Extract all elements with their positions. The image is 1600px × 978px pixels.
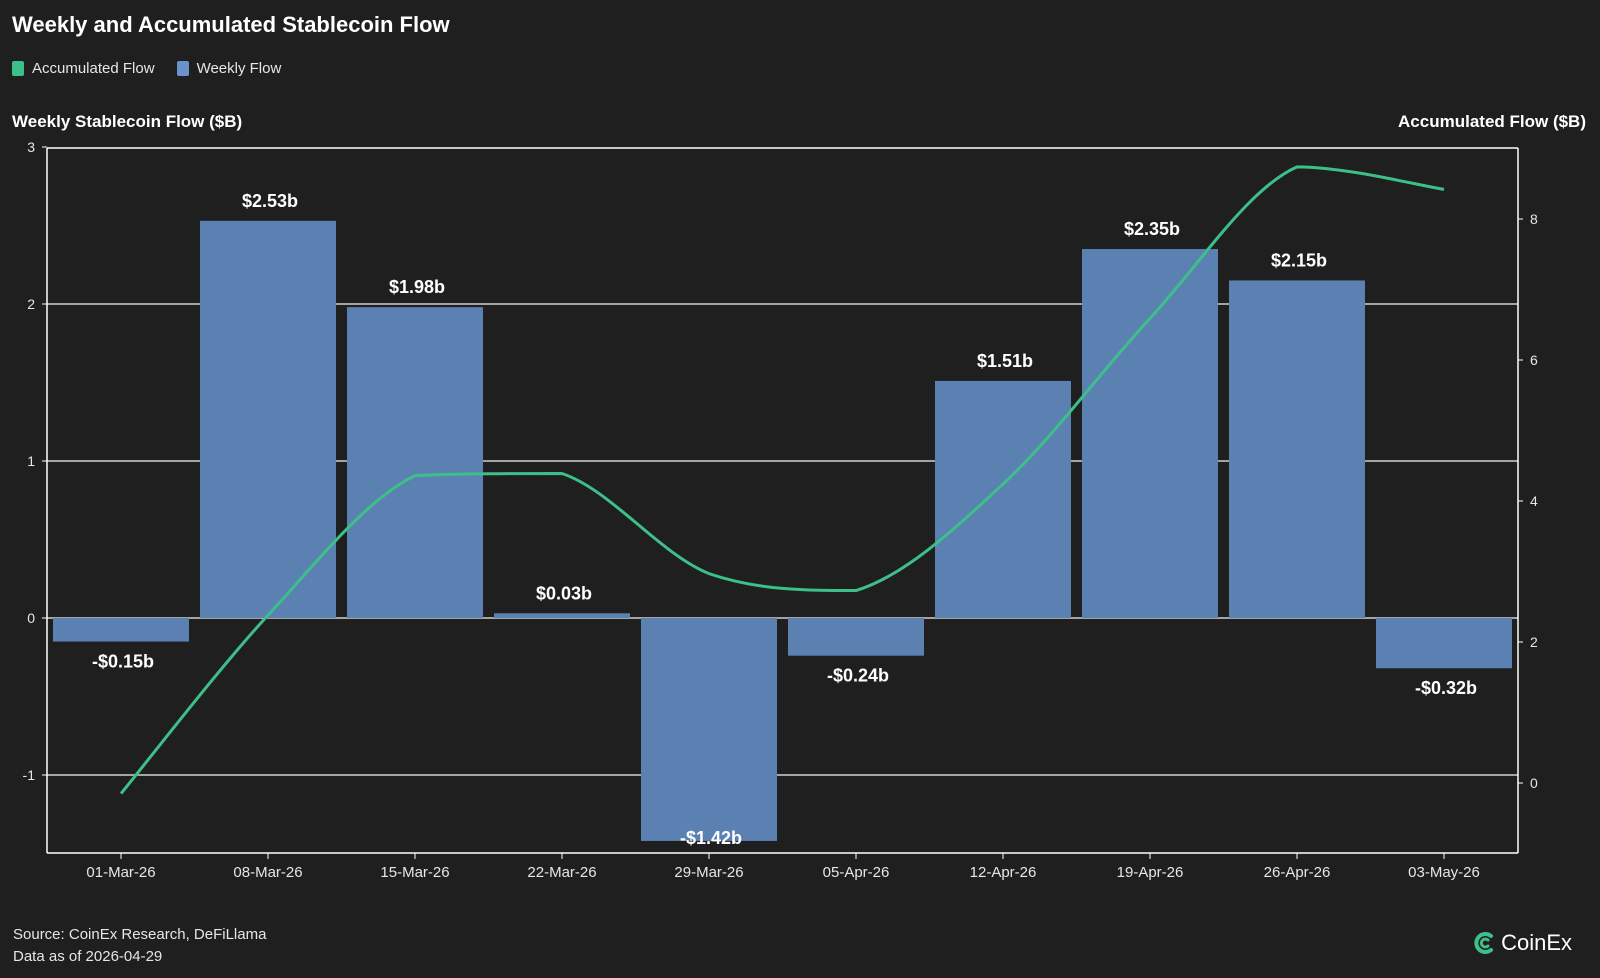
- coinex-logo-icon: [1474, 932, 1494, 954]
- left-axis-tick-label: -1: [23, 767, 36, 783]
- bar[interactable]: [1229, 280, 1365, 618]
- bar-value-label: $2.15b: [1271, 250, 1327, 270]
- bar[interactable]: [494, 613, 630, 618]
- x-axis-tick-label: 08-Mar-26: [233, 864, 302, 881]
- x-axis-tick-label: 12-Apr-26: [970, 864, 1037, 881]
- bar-value-label: $1.51b: [977, 351, 1033, 371]
- x-axis-tick-label: 15-Mar-26: [380, 864, 449, 881]
- left-axis-tick-label: 1: [27, 453, 35, 469]
- chart-title: Weekly and Accumulated Stablecoin Flow: [12, 12, 450, 37]
- bar[interactable]: [1376, 618, 1512, 669]
- right-axis-tick-label: 8: [1530, 211, 1538, 227]
- legend-label-weekly: Weekly Flow: [196, 60, 282, 77]
- legend-item-accumulated[interactable]: Accumulated Flow: [12, 60, 155, 77]
- bar[interactable]: [935, 380, 1071, 618]
- left-axis-title: Weekly Stablecoin Flow ($B): [12, 112, 243, 131]
- footer: Source: CoinEx Research, DeFiLlama Data …: [13, 924, 266, 968]
- bar[interactable]: [641, 618, 777, 841]
- legend: Accumulated Flow Weekly Flow: [12, 60, 281, 77]
- x-axis-tick-label: 03-May-26: [1408, 864, 1480, 881]
- x-axis-tick-label: 22-Mar-26: [527, 864, 596, 881]
- x-axis-tick-label: 26-Apr-26: [1264, 864, 1331, 881]
- right-axis-tick-label: 2: [1530, 634, 1538, 650]
- bar-value-label: $0.03b: [536, 583, 592, 603]
- legend-swatch-weekly: [176, 61, 189, 76]
- right-axis-tick-label: 4: [1530, 493, 1538, 509]
- right-axis-title: Accumulated Flow ($B): [1398, 112, 1586, 131]
- source-note: Source: CoinEx Research, DeFiLlama: [13, 926, 267, 943]
- logo-text: CoinEx: [1501, 930, 1572, 955]
- bar-value-label: $2.35b: [1124, 219, 1180, 239]
- bar-value-label: -$0.15b: [92, 652, 154, 672]
- x-axis-tick-label: 19-Apr-26: [1117, 864, 1184, 881]
- bar-value-label: $2.53b: [242, 191, 298, 211]
- x-axis-tick-label: 05-Apr-26: [823, 864, 890, 881]
- left-axis-tick-label: 0: [27, 610, 35, 626]
- right-axis-tick-label: 6: [1530, 352, 1538, 368]
- date-note: Data as of 2026-04-29: [13, 948, 163, 965]
- bar[interactable]: [347, 307, 483, 618]
- right-axis-tick-label: 0: [1530, 775, 1538, 791]
- bar[interactable]: [53, 618, 189, 642]
- left-axis-tick-label: 3: [27, 139, 35, 155]
- legend-label-accumulated: Accumulated Flow: [32, 60, 155, 77]
- legend-item-weekly[interactable]: Weekly Flow: [176, 60, 282, 77]
- bar-value-label: $1.98b: [389, 277, 445, 297]
- x-axis-tick-label: 29-Mar-26: [674, 864, 743, 881]
- bar[interactable]: [1082, 249, 1218, 619]
- bar-value-label: -$1.42b: [680, 828, 742, 848]
- bar-value-label: -$0.24b: [827, 666, 889, 686]
- x-axis-tick-label: 01-Mar-26: [86, 864, 155, 881]
- left-axis-tick-label: 2: [27, 296, 35, 312]
- accumulated-flow-line: [119, 165, 1445, 795]
- legend-swatch-accumulated: [12, 61, 24, 76]
- bar[interactable]: [788, 618, 924, 656]
- coinex-logo: CoinEx: [1471, 930, 1572, 956]
- bar[interactable]: [200, 220, 336, 619]
- bar-value-label: -$0.32b: [1415, 678, 1477, 698]
